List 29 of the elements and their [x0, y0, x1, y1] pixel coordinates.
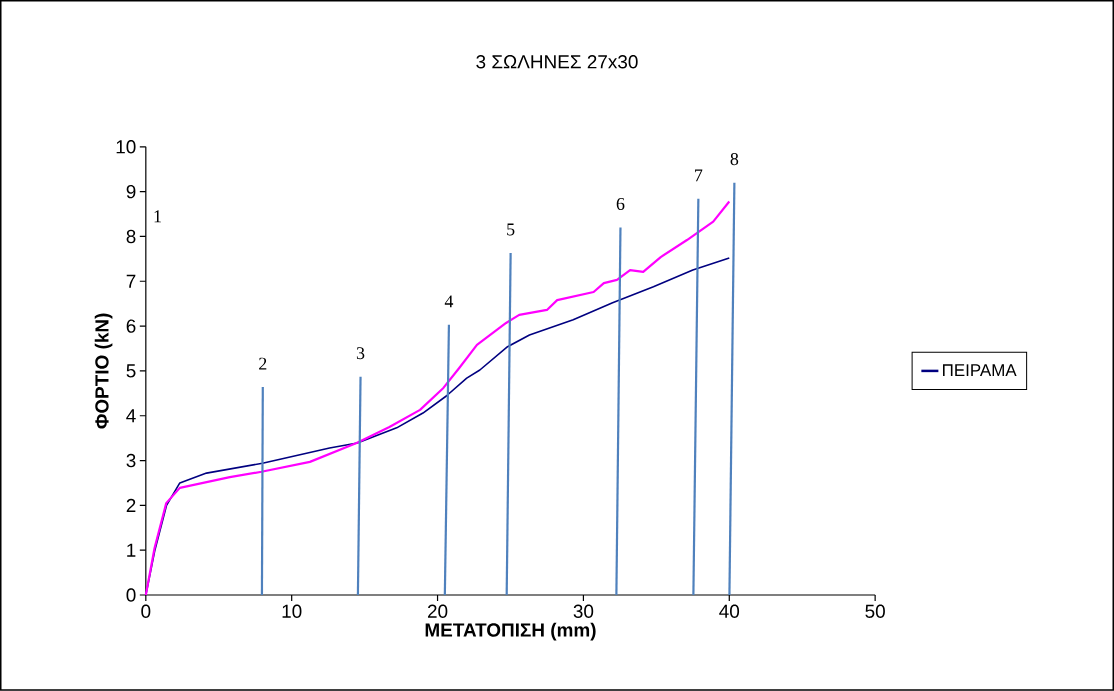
y-tick-label: 10: [116, 140, 136, 154]
y-tick-label: 2: [126, 498, 136, 513]
y-tick-label: 0: [126, 588, 136, 602]
series-label: 2: [259, 357, 267, 370]
x-axis-title: ΜΕΤΑΤΟΠΙΣΗ (mm): [425, 622, 596, 641]
y-tick-label: 7: [126, 274, 136, 288]
series-label: 8: [730, 153, 739, 166]
series-label: 3: [356, 347, 365, 360]
y-tick-label: 9: [126, 185, 136, 199]
series-label: 4: [444, 295, 454, 308]
x-tick-label: 20: [427, 604, 448, 619]
x-tick-label: 40: [719, 604, 740, 619]
x-tick-label: 30: [573, 604, 594, 619]
annotation: 1: [154, 210, 161, 223]
y-tick-label: 5: [126, 364, 136, 378]
x-tick-label: 10: [282, 604, 302, 619]
series-label: 5: [507, 223, 515, 236]
y-tick-label: 8: [126, 229, 136, 244]
y-tick-label: 6: [126, 319, 136, 333]
y-tick-label: 1: [127, 543, 136, 557]
series-label: 6: [616, 197, 625, 211]
x-tick-label: 50: [865, 604, 885, 619]
series-label: 7: [695, 169, 703, 182]
y-tick-label: 4: [126, 409, 136, 423]
y-axis-title: ΦΟΡΤΙΟ (kN): [94, 313, 113, 429]
chart-title: 3 ΣΩΛΗΝΕΣ 27x30: [476, 55, 638, 69]
legend-label: ΠΕΙΡΑΜΑ: [943, 364, 1017, 377]
y-tick-label: 3: [126, 453, 136, 468]
x-tick-label: 0: [141, 604, 151, 619]
